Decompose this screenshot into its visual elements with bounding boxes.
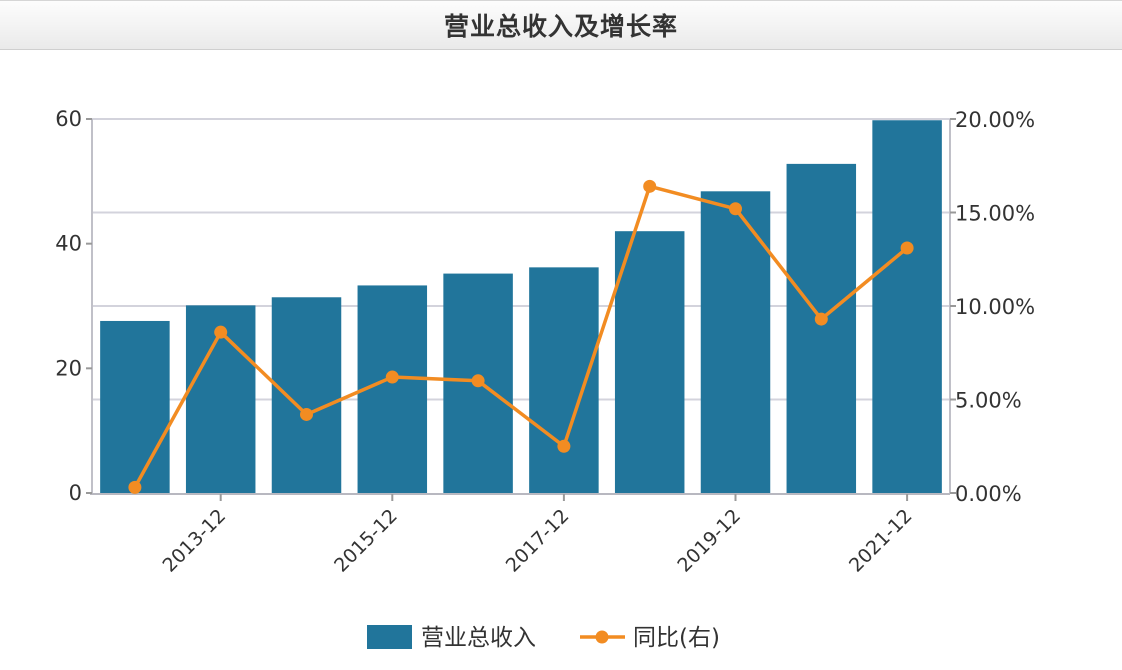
- revenue-bar-2014-12: [271, 297, 342, 493]
- right-tick-label-3: 15.00%: [955, 202, 1035, 226]
- growth-point-2019-12: [729, 202, 742, 216]
- legend: 营业总收入 同比(右): [367, 625, 720, 651]
- revenue-bar-2020-12: [786, 163, 857, 493]
- right-tick-label-4: 20.00%: [955, 108, 1035, 132]
- growth-line-path: [133, 184, 909, 489]
- revenue-bars: [100, 120, 942, 493]
- right-tick-label-2: 10.00%: [955, 295, 1035, 319]
- growth-point-2014-12: [300, 407, 313, 421]
- legend-bar-swatch: [367, 625, 412, 649]
- growth-point-2018-12: [643, 179, 657, 193]
- growth-point-2020-12: [814, 312, 828, 326]
- growth-point-2015-12: [385, 370, 399, 384]
- growth-point-2016-12: [471, 374, 485, 388]
- left-tick-label-1: 20: [55, 356, 82, 380]
- revenue-bar-2012-12: [100, 320, 170, 493]
- left-tick-label-2: 40: [55, 232, 82, 256]
- legend-bar-label: 营业总收入: [421, 625, 536, 651]
- legend-line-label: 同比(右): [633, 625, 720, 651]
- chart-title: 营业总收入及增长率: [443, 12, 678, 41]
- revenue-bar-2019-12: [700, 191, 771, 493]
- growth-point-2021-12: [900, 241, 914, 255]
- growth-point-2012-12: [128, 480, 142, 494]
- x-tick-label-2013-12: 2013-12: [159, 505, 231, 577]
- right-tick-label-0: 0.00%: [955, 482, 1022, 506]
- growth-point-2013-12: [214, 325, 228, 339]
- chart-title-bar: 营业总收入及增长率: [0, 0, 1122, 50]
- revenue-bar-2018-12: [614, 231, 685, 493]
- left-tick-label-0: 0: [69, 481, 82, 505]
- legend-line-marker: [595, 630, 609, 644]
- revenue-bar-2021-12: [872, 120, 942, 493]
- x-tick-label-2015-12: 2015-12: [330, 505, 402, 577]
- revenue-bar-2017-12: [529, 267, 599, 493]
- growth-line: [128, 179, 914, 494]
- x-tick-label-2017-12: 2017-12: [502, 505, 574, 577]
- growth-point-2017-12: [557, 439, 571, 453]
- left-tick-label-3: 60: [55, 107, 82, 131]
- revenue-bar-2015-12: [357, 285, 428, 493]
- right-tick-label-1: 5.00%: [955, 389, 1022, 413]
- x-tick-label-2021-12: 2021-12: [845, 505, 917, 577]
- x-tick-label-2019-12: 2019-12: [673, 505, 745, 577]
